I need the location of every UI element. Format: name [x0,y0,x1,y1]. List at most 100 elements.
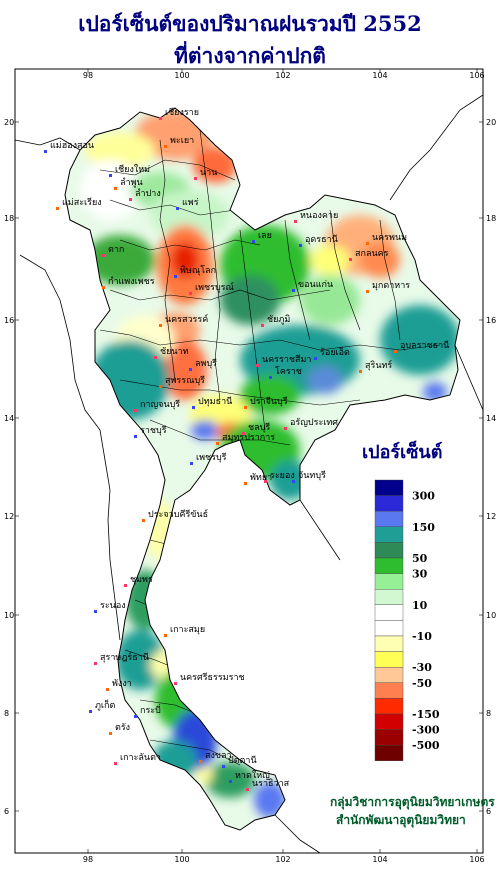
station-dot [192,406,195,409]
station-dot [190,462,193,465]
station-dot [261,324,264,327]
station-dot [292,480,295,483]
place-label: พัทยา [250,473,272,483]
station-dot [164,145,167,148]
station-dot [134,435,137,438]
place-label: พังงา [112,679,132,689]
place-label: เชียงราย [165,107,199,118]
legend-label: 30 [412,568,428,581]
lat-label-left: 18 [4,214,14,223]
place-label: นราธิวาส [252,778,290,789]
lat-label-right: 16 [486,316,496,325]
place-label: หาดใหญ่ [235,770,270,781]
legend-label: 150 [412,521,435,534]
place-label: น่าน [200,168,217,178]
place-label: ลำพูน [120,177,143,188]
place-label: ปัตตานี [228,755,257,766]
place-label: เพชรบุรี [196,452,227,463]
lon-label-bottom: 100 [174,855,189,864]
place-label: นครราชสีมา [262,354,311,365]
station-dot [199,760,202,763]
station-dot [292,289,295,292]
station-dot [299,244,302,247]
lat-label-left: 20 [4,118,14,127]
station-dot [284,427,287,430]
station-dot [194,177,197,180]
place-label: ขอนแก่น [298,280,333,290]
legend-swatch [374,573,404,590]
place-label: สุรินทร์ [365,359,392,371]
place-label: แพร่ [182,198,199,208]
legend-swatch [374,526,404,543]
station-dot [294,220,297,223]
lat-label-right: 6 [486,807,491,816]
station-dot [44,150,47,153]
place-label: ปทุมธานี [198,396,232,407]
station-dot [229,780,232,783]
lon-label-top: 104 [372,71,387,80]
legend-swatch [374,667,404,684]
place-label: ปราจีนบุรี [250,396,288,407]
legend-swatch [374,620,404,637]
station-dot [366,242,369,245]
place-label: มุกดาหาร [372,281,410,291]
place-label: โคราช [275,366,302,377]
place-label: ชุมพร [130,575,153,585]
station-dot [174,682,177,685]
station-dot [264,480,267,483]
station-dot [314,357,317,360]
place-label: ตรัง [115,723,130,733]
place-label: แม่สะเรียง [62,197,102,208]
legend-swatch [374,495,404,512]
station-dot [189,368,192,371]
station-dot [94,610,97,613]
station-dot [106,688,109,691]
legend-swatch [374,542,404,559]
station-dot [359,370,362,373]
station-dot [114,762,117,765]
place-label: นครพนม [372,233,407,243]
place-label: อุบลราชธานี [400,340,449,351]
place-label: ภูเก็ต [95,698,115,711]
legend-swatch [374,604,404,621]
legend-label: -50 [412,677,432,690]
lat-label-right: 10 [486,611,496,620]
station-dot [134,715,137,718]
station-dot [102,286,105,289]
lon-label-top: 102 [275,71,290,80]
place-label: พะเยา [170,136,194,146]
place-label: อรัญประเทศ [290,418,338,428]
place-label: กาญจนบุรี [140,399,180,410]
lon-label-bottom: 98 [83,855,93,864]
station-dot [109,174,112,177]
legend-label: -10 [412,630,432,643]
credit-line1: กลุ่มวิชาการอุตุนิยมวิทยาเกษตร [330,795,495,809]
station-dot [269,376,272,379]
station-dot [394,350,397,353]
credit-line2: สำนักพัฒนาอุตุนิยมวิทยา [336,813,466,827]
station-dot [242,432,245,435]
place-label: นครศรีธรรมราช [180,672,245,683]
legend-swatch [374,682,404,699]
station-dot [159,385,162,388]
lat-label-right: 20 [486,118,496,127]
legend-swatch [374,635,404,652]
place-label: ชัยนาท [160,347,189,357]
station-markers [44,117,397,791]
place-label: สุราษฎร์ธานี [100,651,149,663]
station-dot [244,482,247,485]
lat-label-left: 10 [4,611,14,620]
legend-swatch [374,589,404,606]
lon-label-top: 106 [469,71,484,80]
place-label: เชียงใหม่ [115,164,150,175]
place-label: ลำปาง [135,188,161,199]
lat-label-right: 14 [486,414,496,423]
station-dot [89,710,92,713]
place-label: ระนอง [100,601,126,611]
place-label: สมุทรปราการ [222,433,275,443]
place-label: หนองคาย [300,211,338,221]
station-dot [174,275,177,278]
station-dot [159,117,162,120]
legend-swatch [374,557,404,574]
